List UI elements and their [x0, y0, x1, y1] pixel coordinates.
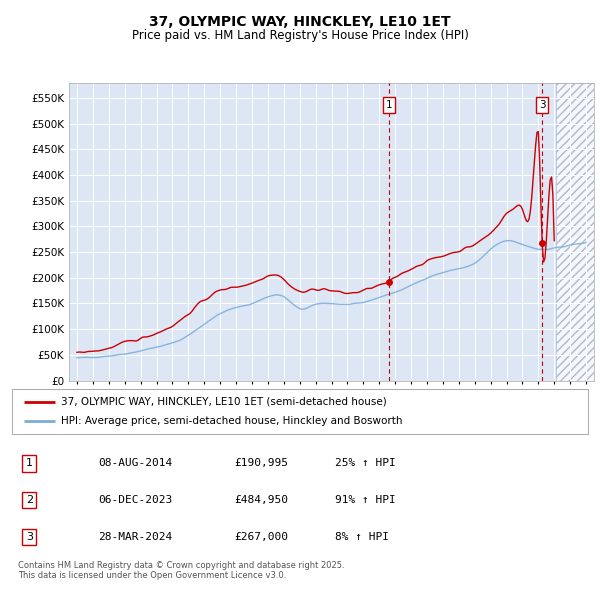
Text: 37, OLYMPIC WAY, HINCKLEY, LE10 1ET (semi-detached house): 37, OLYMPIC WAY, HINCKLEY, LE10 1ET (sem… [61, 397, 387, 407]
Text: 91% ↑ HPI: 91% ↑ HPI [335, 495, 395, 505]
Bar [556, 83, 594, 381]
Text: Price paid vs. HM Land Registry's House Price Index (HPI): Price paid vs. HM Land Registry's House … [131, 30, 469, 42]
Text: 08-AUG-2014: 08-AUG-2014 [98, 458, 173, 468]
Text: 1: 1 [385, 100, 392, 110]
Text: 25% ↑ HPI: 25% ↑ HPI [335, 458, 395, 468]
Text: 37, OLYMPIC WAY, HINCKLEY, LE10 1ET: 37, OLYMPIC WAY, HINCKLEY, LE10 1ET [149, 15, 451, 29]
Bar [556, 83, 594, 381]
Text: 28-MAR-2024: 28-MAR-2024 [98, 532, 173, 542]
Text: £267,000: £267,000 [235, 532, 289, 542]
Bar [556, 83, 594, 381]
Text: 8% ↑ HPI: 8% ↑ HPI [335, 532, 389, 542]
Text: £484,950: £484,950 [235, 495, 289, 505]
Text: 2: 2 [26, 495, 33, 505]
Text: 06-DEC-2023: 06-DEC-2023 [98, 495, 173, 505]
Text: 1: 1 [26, 458, 33, 468]
Text: 3: 3 [539, 100, 545, 110]
Text: Contains HM Land Registry data © Crown copyright and database right 2025.
This d: Contains HM Land Registry data © Crown c… [18, 560, 344, 580]
Text: HPI: Average price, semi-detached house, Hinckley and Bosworth: HPI: Average price, semi-detached house,… [61, 417, 403, 426]
Text: 3: 3 [26, 532, 33, 542]
Text: £190,995: £190,995 [235, 458, 289, 468]
